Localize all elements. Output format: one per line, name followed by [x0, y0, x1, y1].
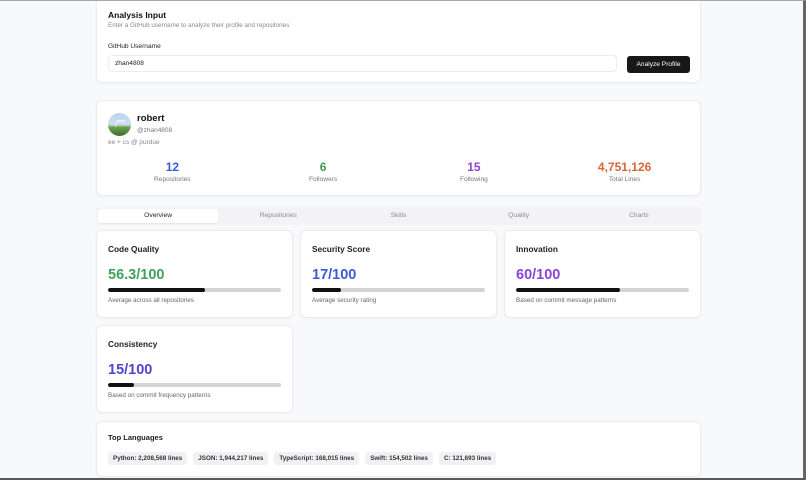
analysis-input-card: Analysis Input Enter a GitHub username t…: [96, 1, 701, 83]
stat-label: Total Lines: [608, 176, 641, 183]
profile-stats: 12 Repositories 6 Followers 15 Following…: [97, 160, 700, 183]
username-label: GitHub Username: [108, 43, 161, 50]
language-chip-swift: Swift: 154,502 lines: [365, 452, 433, 465]
metric-value: 60/100: [516, 267, 561, 283]
metric-description: Average security rating: [312, 297, 377, 304]
metric-progress-bar: [312, 288, 485, 292]
top-languages-title: Top Languages: [108, 433, 163, 442]
profile-name: robert: [137, 113, 165, 124]
tab-overview[interactable]: Overview: [98, 209, 219, 223]
metric-progress-bar: [108, 383, 281, 387]
metric-description: Based on commit message patterns: [516, 297, 617, 304]
security-score-card: Security Score 17/100 Average security r…: [300, 230, 497, 318]
metric-value: 56.3/100: [108, 267, 165, 283]
metric-description: Average across all repositories: [108, 297, 194, 304]
tab-bar: Overview Repositories Skills Quality Cha…: [96, 207, 701, 225]
stat-value: 15: [467, 160, 481, 174]
metric-title: Code Quality: [108, 244, 160, 254]
tab-repositories[interactable]: Repositories: [259, 212, 297, 219]
tab-skills[interactable]: Skills: [390, 212, 407, 219]
metric-description: Based on commit frequency patterns: [108, 392, 211, 399]
innovation-card: Innovation 60/100 Based on commit messag…: [504, 230, 701, 318]
stat-total-lines: 4,751,126 Total Lines: [549, 160, 700, 183]
language-chip-c: C: 121,693 lines: [438, 452, 497, 465]
code-quality-card: Code Quality 56.3/100 Average across all…: [96, 230, 293, 318]
metric-title: Innovation: [516, 244, 558, 254]
tab-quality[interactable]: Quality: [508, 212, 530, 219]
analysis-subtitle: Enter a GitHub username to analyze their…: [108, 22, 290, 29]
language-chips: Python: 2,208,568 lines JSON: 1,944,217 …: [108, 452, 497, 465]
metric-title: Security Score: [312, 244, 371, 254]
stat-value: 6: [319, 160, 327, 174]
metric-value: 15/100: [108, 362, 153, 378]
stat-followers: 6 Followers: [248, 160, 399, 183]
consistency-card: Consistency 15/100 Based on commit frequ…: [96, 325, 293, 413]
metric-progress-bar: [108, 288, 281, 292]
analyze-profile-button[interactable]: Analyze Profile: [627, 56, 690, 73]
metric-title: Consistency: [108, 339, 158, 349]
username-input[interactable]: [108, 55, 617, 72]
profile-handle: @zhan4808: [137, 127, 173, 134]
tab-charts[interactable]: Charts: [629, 212, 649, 219]
analysis-title: Analysis Input: [108, 10, 167, 20]
stat-label: Repositories: [154, 176, 191, 183]
profile-bio: ee + cs @ purdue: [108, 139, 160, 146]
top-languages-card: Top Languages Python: 2,208,568 lines JS…: [96, 421, 701, 477]
language-chip-python: Python: 2,208,568 lines: [108, 452, 188, 465]
stat-value: 4,751,126: [597, 160, 652, 174]
stat-label: Following: [459, 176, 488, 183]
stat-following: 15 Following: [399, 160, 550, 183]
language-chip-json: JSON: 1,944,217 lines: [193, 452, 269, 465]
stat-value: 12: [165, 160, 180, 174]
profile-card: robert @zhan4808 ee + cs @ purdue 12 Rep…: [96, 100, 701, 196]
stat-label: Followers: [309, 176, 338, 183]
stat-repositories: 12 Repositories: [97, 160, 248, 183]
avatar: [108, 113, 131, 136]
language-chip-typescript: TypeScript: 168,015 lines: [274, 452, 360, 465]
metric-value: 17/100: [312, 267, 357, 283]
metric-progress-bar: [516, 288, 689, 292]
